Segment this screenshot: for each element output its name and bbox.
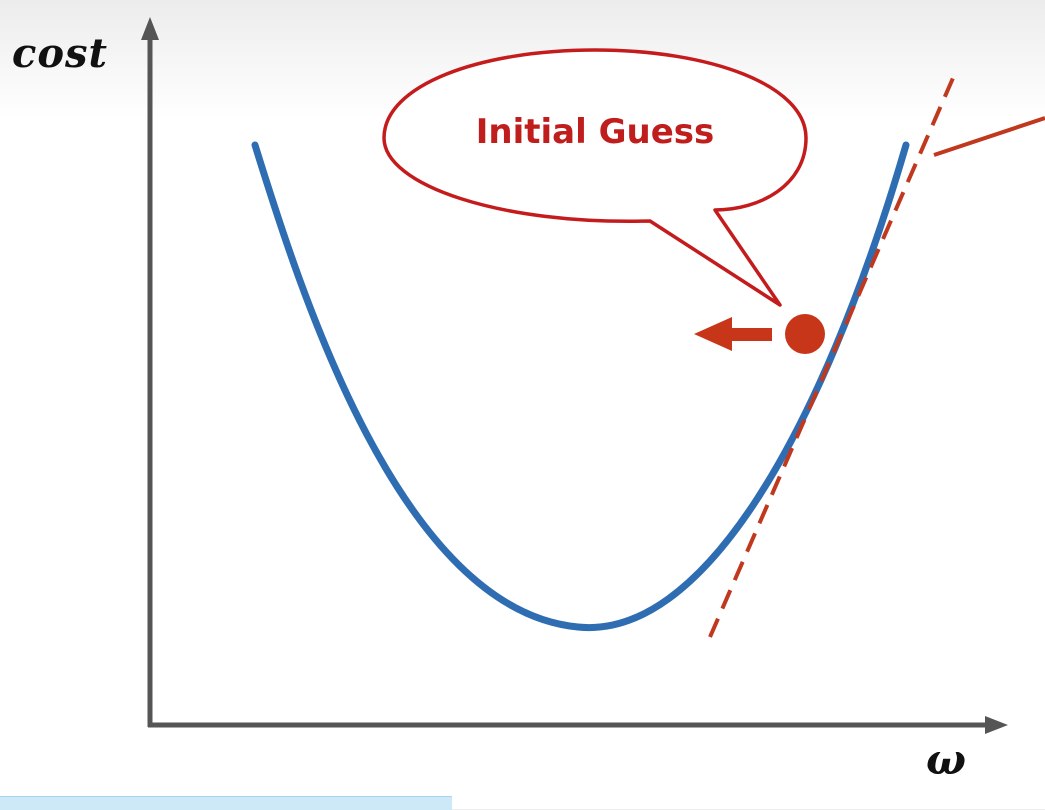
y-axis-arrowhead: [141, 17, 159, 40]
callout-bubble: [382, 48, 808, 307]
left-arrow-icon: [694, 317, 772, 351]
x-axis-label: ω: [926, 735, 966, 784]
y-axis-label: cost: [12, 30, 109, 77]
pointer-line: [933, 116, 1045, 157]
bottom-strip: [0, 796, 452, 810]
tangent-line: [708, 77, 955, 638]
x-axis-arrowhead: [985, 716, 1008, 734]
initial-guess-point: [785, 314, 825, 354]
callout-text: Initial Guess: [475, 112, 715, 152]
